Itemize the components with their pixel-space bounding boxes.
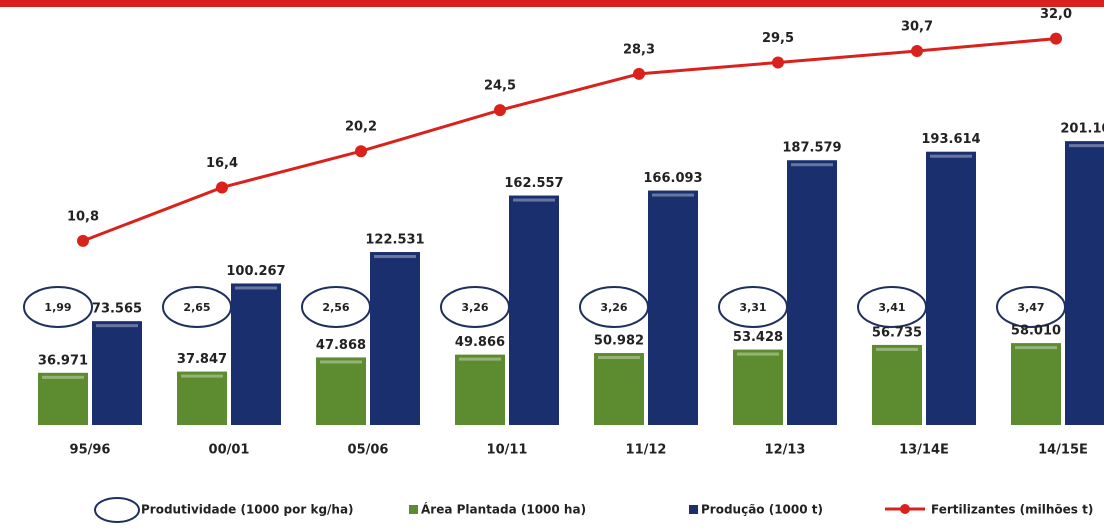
bar-highlight xyxy=(42,375,84,379)
data-label: 201.100 xyxy=(1060,122,1104,137)
bar xyxy=(733,349,783,425)
bar xyxy=(370,252,420,425)
x-tick-label: 14/15E xyxy=(1038,443,1088,458)
data-label: 2,65 xyxy=(183,301,210,314)
bar xyxy=(92,321,142,425)
bar-highlight xyxy=(235,286,277,290)
bar-highlight xyxy=(737,352,779,356)
bar xyxy=(38,372,88,425)
data-label: 122.531 xyxy=(365,233,424,248)
data-label: 29,5 xyxy=(762,31,794,46)
bar-highlight xyxy=(374,255,416,259)
bar-highlight xyxy=(513,198,555,202)
data-label: 73.565 xyxy=(92,302,142,317)
x-tick-label: 13/14E xyxy=(899,443,949,458)
x-tick-label: 12/13 xyxy=(765,443,806,458)
legend-label: Área Plantada (1000 ha) xyxy=(421,502,586,517)
data-label: 36.971 xyxy=(38,353,88,368)
data-label: 47.868 xyxy=(316,338,366,353)
data-label: 53.428 xyxy=(733,330,783,345)
legend-swatch xyxy=(689,505,698,514)
data-label: 3,31 xyxy=(739,301,766,314)
data-label: 49.866 xyxy=(455,335,505,350)
bar-highlight xyxy=(876,347,918,351)
bar xyxy=(1011,343,1061,425)
data-label: 3,26 xyxy=(600,301,627,314)
bar xyxy=(594,353,644,425)
line-point xyxy=(772,56,784,69)
data-label: 1,99 xyxy=(44,301,71,314)
data-label: 2,56 xyxy=(322,301,349,314)
legend-swatch xyxy=(94,497,140,523)
bar-highlight xyxy=(652,193,694,197)
bar xyxy=(872,344,922,425)
data-label: 24,5 xyxy=(484,79,516,94)
bar xyxy=(231,283,281,425)
x-tick-label: 11/12 xyxy=(626,443,667,458)
bar-highlight xyxy=(598,356,640,360)
data-label: 166.093 xyxy=(643,171,702,186)
line-point xyxy=(911,45,923,58)
data-label: 30,7 xyxy=(901,20,933,35)
line-point xyxy=(355,145,367,158)
bar xyxy=(648,190,698,425)
legend-label: Fertilizantes (milhões t) xyxy=(931,503,1093,517)
data-label: 50.982 xyxy=(594,334,644,349)
legend-label: Produção (1000 t) xyxy=(701,503,823,517)
bar-highlight xyxy=(96,324,138,328)
data-label: 20,2 xyxy=(345,120,377,135)
x-tick-label: 10/11 xyxy=(487,443,528,458)
top-band xyxy=(0,0,1104,7)
legend-swatch xyxy=(900,504,910,514)
legend-label: Produtividade (1000 por kg/ha) xyxy=(141,503,354,517)
bar-highlight xyxy=(1015,346,1057,350)
data-label: 28,3 xyxy=(623,42,655,57)
line-point xyxy=(633,67,645,80)
data-label: 58.010 xyxy=(1011,324,1061,339)
productivity-ring xyxy=(23,286,93,328)
data-label: 187.579 xyxy=(782,141,841,156)
bar-highlight xyxy=(181,374,223,378)
data-label: 193.614 xyxy=(921,132,980,147)
bar-highlight xyxy=(320,360,362,364)
line-point xyxy=(494,104,506,117)
data-label: 32,0 xyxy=(1040,7,1072,22)
data-label: 3,26 xyxy=(461,301,488,314)
data-label: 16,4 xyxy=(206,156,238,171)
bar-highlight xyxy=(791,163,833,167)
x-tick-label: 95/96 xyxy=(70,443,111,458)
bar xyxy=(509,195,559,425)
line-point xyxy=(216,181,228,194)
bar xyxy=(787,160,837,425)
data-label: 3,47 xyxy=(1017,301,1044,314)
bar xyxy=(177,371,227,425)
bar-highlight xyxy=(930,154,972,158)
data-label: 162.557 xyxy=(504,176,563,191)
bar-highlight xyxy=(459,357,501,361)
data-label: 56.735 xyxy=(872,325,922,340)
line-point xyxy=(1050,32,1062,45)
bar xyxy=(1065,141,1104,426)
x-tick-label: 00/01 xyxy=(209,443,250,458)
data-label: 100.267 xyxy=(226,264,285,279)
data-label: 37.847 xyxy=(177,352,227,367)
line-point xyxy=(77,234,89,247)
data-label: 3,41 xyxy=(878,301,905,314)
bar xyxy=(455,354,505,425)
bar xyxy=(926,151,976,425)
data-label: 10,8 xyxy=(67,209,99,224)
legend-swatch xyxy=(409,505,418,514)
bar xyxy=(316,357,366,425)
line xyxy=(82,37,1057,243)
bar-highlight xyxy=(1069,144,1104,148)
x-tick-label: 05/06 xyxy=(348,443,389,458)
